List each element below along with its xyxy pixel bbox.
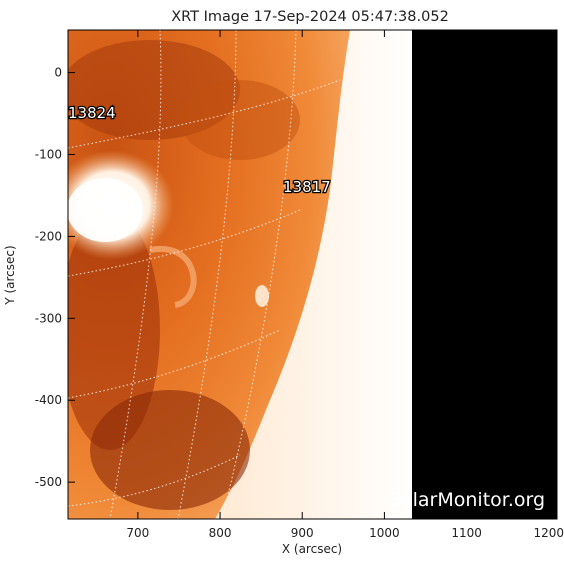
y-tick-label: -200 xyxy=(35,229,62,243)
y-axis-label: Y (arcsec) xyxy=(3,245,17,305)
active-region-core xyxy=(68,178,143,242)
watermark: SolarMonitor.org xyxy=(389,489,545,511)
y-tick-label: -100 xyxy=(35,148,62,162)
small-bright-point xyxy=(255,285,269,307)
dark-region xyxy=(90,390,250,510)
x-axis-label: X (arcsec) xyxy=(282,542,342,556)
plot-title: XRT Image 17-Sep-2024 05:47:38.052 xyxy=(171,9,449,25)
coronal-loop xyxy=(149,245,197,308)
heliographic-grid xyxy=(68,30,341,519)
region-label: 13817 xyxy=(283,178,331,196)
y-tick-labels: 0 -100 -200 -300 -400 -500 xyxy=(35,66,62,490)
x-tick-label: 900 xyxy=(291,526,314,540)
dark-region xyxy=(68,210,160,450)
plot-frame xyxy=(67,29,558,520)
region-label: 13824 xyxy=(68,104,116,122)
image-area xyxy=(68,30,557,519)
x-tick-labels: 700 800 900 1000 1100 1200 xyxy=(126,526,564,540)
x-tick-label: 1100 xyxy=(451,526,482,540)
x-tick-label: 700 xyxy=(126,526,149,540)
x-tick-label: 800 xyxy=(209,526,232,540)
axis-ticks xyxy=(68,30,557,519)
y-tick-label: -500 xyxy=(35,475,62,489)
x-tick-label: 1200 xyxy=(534,526,564,540)
y-tick-label: -400 xyxy=(35,393,62,407)
y-tick-label: -300 xyxy=(35,311,62,325)
x-tick-label: 1000 xyxy=(369,526,400,540)
y-tick-label: 0 xyxy=(54,66,62,80)
dark-region xyxy=(180,80,300,160)
